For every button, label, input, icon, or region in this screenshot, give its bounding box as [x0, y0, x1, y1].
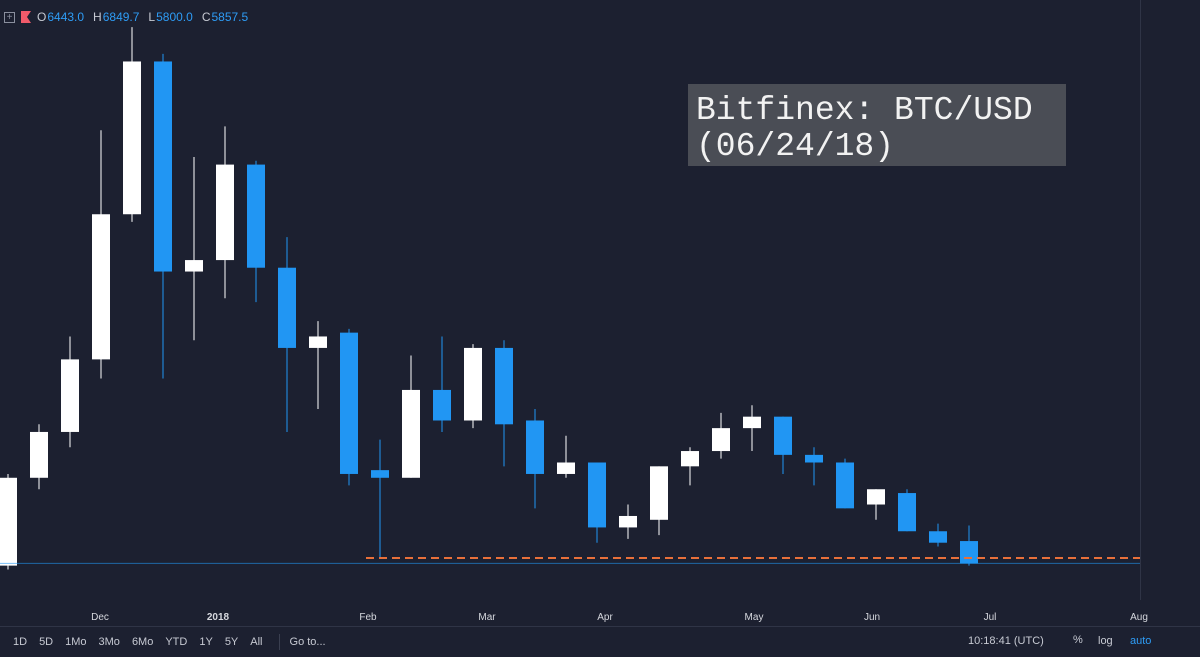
candle-body — [836, 462, 854, 509]
ohlc-legend: + O 6443.0 H 6849.7 L 5800.0 C 5857.5 — [4, 8, 257, 26]
candle-body — [123, 61, 141, 215]
bottom-toolbar: 1D 5D 1Mo 3Mo 6Mo YTD 1Y 5Y All Go to...… — [0, 626, 1200, 657]
close-label: C — [201, 10, 211, 24]
range-5d-button[interactable]: 5D — [39, 636, 54, 648]
candle-body — [588, 462, 606, 528]
close-value: 5857.5 — [211, 10, 249, 24]
time-tick-label: May — [745, 612, 764, 623]
time-tick-label: Aug — [1130, 612, 1148, 623]
candle-body — [495, 347, 513, 425]
candle-body — [154, 61, 172, 272]
auto-scale-button[interactable]: auto — [1130, 635, 1152, 647]
range-6mo-button[interactable]: 6Mo — [131, 636, 154, 648]
high-value: 6849.7 — [102, 10, 140, 24]
candle-body — [526, 420, 544, 474]
time-tick-label: Mar — [478, 612, 496, 623]
time-tick-label: Dec — [91, 612, 109, 623]
time-tick-label: 2018 — [207, 612, 230, 623]
low-value: 5800.0 — [156, 10, 193, 24]
candle-body — [340, 332, 358, 474]
price-axis[interactable] — [1140, 0, 1200, 600]
candle-body — [650, 466, 668, 520]
open-value: 6443.0 — [47, 10, 85, 24]
candle-body — [619, 515, 637, 528]
title-line-1: Bitfinex: BTC/USD — [696, 92, 1033, 129]
candle-body — [30, 431, 48, 478]
candle-body — [867, 489, 885, 505]
candle-body — [216, 164, 234, 261]
candle-body — [743, 416, 761, 429]
candle-body — [92, 214, 110, 360]
plus-icon[interactable]: + — [4, 11, 15, 23]
open-label: O — [37, 10, 47, 24]
percent-scale-button[interactable]: % — [1073, 634, 1083, 646]
title-line-2: (06/24/18) — [696, 128, 895, 165]
range-3mo-button[interactable]: 3Mo — [98, 636, 120, 648]
toolbar-divider — [278, 634, 280, 650]
candle-body — [898, 493, 916, 532]
candle-body — [185, 260, 203, 272]
candle-body — [464, 347, 482, 421]
time-tick-label: Apr — [597, 612, 613, 623]
range-1d-button[interactable]: 1D — [13, 636, 28, 648]
candle-body — [681, 451, 699, 467]
candle-body — [61, 359, 79, 432]
go-to-button[interactable]: Go to... — [289, 636, 326, 648]
time-tick-label: Jun — [864, 612, 880, 623]
candle-body — [402, 389, 420, 478]
candle-body — [247, 164, 265, 268]
candle-body — [278, 267, 296, 348]
range-1mo-button[interactable]: 1Mo — [65, 636, 87, 648]
candle-body — [712, 428, 730, 452]
high-label: H — [93, 10, 102, 24]
candle-body — [309, 336, 327, 348]
candle-body — [774, 416, 792, 455]
candle-body — [371, 470, 389, 478]
range-all-button[interactable]: All — [250, 636, 263, 648]
candle-body — [929, 531, 947, 543]
candle-body — [960, 541, 978, 564]
time-tick-label: Feb — [359, 612, 377, 623]
candle-body — [805, 454, 823, 463]
time-tick-label: Jul — [984, 612, 997, 623]
candle-body — [433, 389, 451, 421]
chart-title-annotation: Bitfinex: BTC/USD (06/24/18) — [688, 84, 1066, 166]
range-5y-button[interactable]: 5Y — [224, 636, 239, 648]
range-1y-button[interactable]: 1Y — [199, 636, 213, 648]
utc-clock: 10:18:41 (UTC) — [968, 635, 1044, 647]
low-label: L — [148, 10, 156, 24]
flag-icon — [21, 11, 31, 23]
candle-body — [557, 462, 575, 474]
log-scale-button[interactable]: log — [1098, 635, 1113, 647]
range-ytd-button[interactable]: YTD — [165, 636, 188, 648]
candle-body — [0, 477, 17, 566]
